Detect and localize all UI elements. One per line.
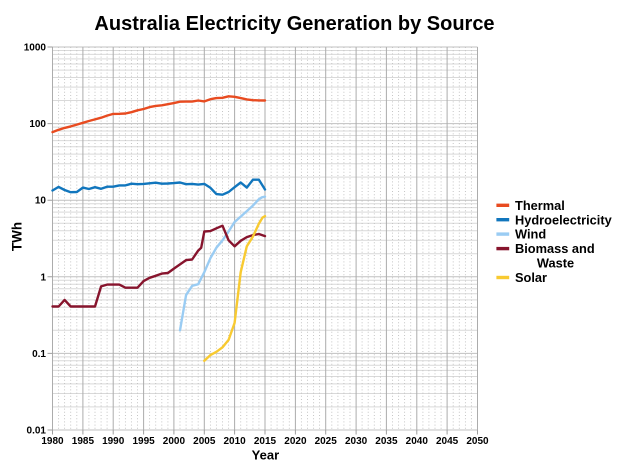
svg-text:2025: 2025 xyxy=(315,436,338,447)
svg-text:1000: 1000 xyxy=(24,43,47,54)
svg-text:2000: 2000 xyxy=(163,436,186,447)
svg-text:100: 100 xyxy=(29,119,46,130)
svg-text:Australia Electricity Generati: Australia Electricity Generation by Sour… xyxy=(94,13,494,35)
svg-text:1985: 1985 xyxy=(72,436,95,447)
svg-text:TWh: TWh xyxy=(10,222,25,251)
svg-text:1990: 1990 xyxy=(102,436,125,447)
svg-text:2035: 2035 xyxy=(375,436,398,447)
svg-text:2020: 2020 xyxy=(284,436,307,447)
svg-text:2045: 2045 xyxy=(436,436,459,447)
svg-text:1995: 1995 xyxy=(132,436,155,447)
svg-text:0.1: 0.1 xyxy=(32,349,46,360)
svg-text:Year: Year xyxy=(252,448,279,463)
svg-text:2005: 2005 xyxy=(193,436,216,447)
svg-text:2040: 2040 xyxy=(406,436,429,447)
svg-text:Hydroelectricity: Hydroelectricity xyxy=(515,212,613,227)
svg-text:2010: 2010 xyxy=(223,436,246,447)
svg-text:10: 10 xyxy=(35,196,47,207)
svg-text:Wind: Wind xyxy=(515,227,546,242)
svg-text:2015: 2015 xyxy=(254,436,277,447)
svg-text:2030: 2030 xyxy=(345,436,368,447)
svg-text:Thermal: Thermal xyxy=(515,198,565,213)
svg-text:1: 1 xyxy=(40,272,46,283)
svg-text:Waste: Waste xyxy=(537,256,574,271)
svg-text:Solar: Solar xyxy=(515,270,547,285)
svg-text:1980: 1980 xyxy=(41,436,64,447)
svg-text:2050: 2050 xyxy=(466,436,489,447)
svg-text:0.01: 0.01 xyxy=(27,426,47,437)
svg-text:Biomass and: Biomass and xyxy=(515,241,595,256)
